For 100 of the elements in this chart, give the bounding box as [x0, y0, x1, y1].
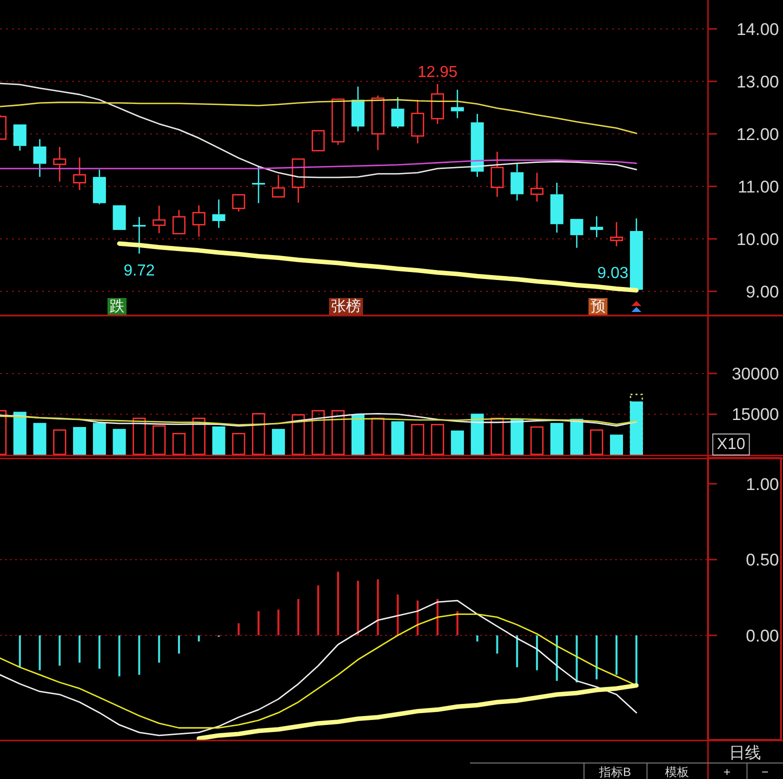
bar: [78, 635, 81, 663]
bar: [376, 579, 379, 636]
bar: [172, 432, 186, 455]
bar: [13, 412, 26, 455]
candlestick: [351, 86, 364, 132]
bar: [516, 635, 518, 668]
y-tick-label: 9.00: [746, 282, 779, 302]
bar: [33, 422, 46, 455]
text: +: [723, 765, 731, 779]
bar: [252, 413, 266, 455]
candlestick: [232, 194, 246, 212]
y-tick-label: 30000: [732, 364, 779, 384]
bar: [158, 635, 160, 663]
candlestick: [252, 166, 266, 204]
bar: [476, 635, 478, 642]
bar: [198, 635, 200, 642]
candlestick: [13, 124, 26, 152]
candlestick: [550, 182, 564, 234]
bar: [192, 418, 206, 455]
bar: [536, 635, 538, 670]
candlestick: [371, 94, 384, 151]
candlestick: [132, 216, 146, 254]
bar: [351, 414, 364, 455]
bar: [510, 418, 524, 455]
text: 日线: [729, 744, 761, 762]
bar: [232, 432, 246, 455]
bar: [212, 426, 226, 455]
bar: [272, 428, 285, 455]
line-series: [0, 99, 638, 134]
bar: [53, 429, 66, 455]
text: −: [761, 765, 769, 779]
candlestick: [570, 218, 584, 248]
bar: [292, 414, 305, 455]
bar: [297, 599, 300, 636]
line-series: [0, 412, 638, 427]
bar: [58, 635, 61, 666]
bar: [356, 580, 359, 636]
y-tick-label: 14.00: [736, 20, 779, 39]
candlestick: [470, 113, 484, 178]
y-tick-label: 0.00: [746, 626, 779, 646]
y-tick-label: 12.00: [736, 124, 779, 144]
annotation: 9.72: [124, 262, 155, 280]
annotation: 9.03: [597, 264, 629, 282]
y-tick-label: 1.00: [746, 474, 779, 494]
bar: [98, 635, 100, 669]
bar: [258, 611, 260, 636]
bar: [118, 635, 120, 676]
bar: [496, 635, 498, 654]
candlestick: [630, 218, 643, 290]
bar: [396, 594, 399, 636]
bar: [550, 422, 564, 455]
bar: [132, 418, 146, 455]
candlestick: [610, 221, 624, 247]
bar: [112, 428, 126, 455]
bar: [450, 430, 464, 455]
line-series: [117, 241, 639, 293]
y-tick-label: 10.00: [736, 230, 779, 249]
bar: [430, 424, 444, 455]
bar: [590, 429, 604, 455]
line-series: [0, 415, 638, 426]
annotation: 张榜: [331, 298, 361, 315]
candlestick: [292, 158, 305, 204]
bar: [616, 635, 618, 675]
candlestick: [450, 89, 464, 119]
bar: [92, 422, 106, 455]
bar: [490, 418, 504, 455]
y-tick-label: 0.50: [746, 550, 779, 570]
annotation: 12.95: [418, 64, 458, 81]
y-tick-label: 13.00: [736, 72, 779, 92]
candlestick: [391, 96, 404, 129]
bar: [337, 572, 340, 636]
bar: [411, 424, 424, 455]
line-series: [0, 159, 638, 170]
bar: [277, 610, 280, 636]
bar: [556, 635, 558, 681]
candlestick: [212, 198, 226, 228]
bar: [138, 635, 140, 675]
bar: [610, 434, 624, 455]
bar: [152, 425, 166, 455]
bar: [570, 418, 584, 455]
candlestick: [530, 172, 544, 202]
bar: [317, 585, 320, 636]
bar: [332, 410, 345, 455]
bar: [238, 623, 240, 636]
bar: [470, 414, 484, 455]
candlestick: [73, 156, 86, 191]
bar: [178, 635, 180, 654]
line-series: [0, 600, 638, 736]
bar: [371, 418, 384, 455]
text: 指标B: [598, 765, 632, 779]
bar: [18, 635, 21, 668]
bar: [416, 600, 419, 636]
y-tick-label: 15000: [732, 405, 779, 424]
bar: [456, 611, 458, 636]
annotation: 预: [590, 298, 606, 315]
bar: [576, 635, 578, 682]
candlestick: [33, 138, 46, 178]
line-series: [0, 82, 638, 178]
candlestick: [152, 205, 166, 234]
bar: [312, 410, 325, 455]
